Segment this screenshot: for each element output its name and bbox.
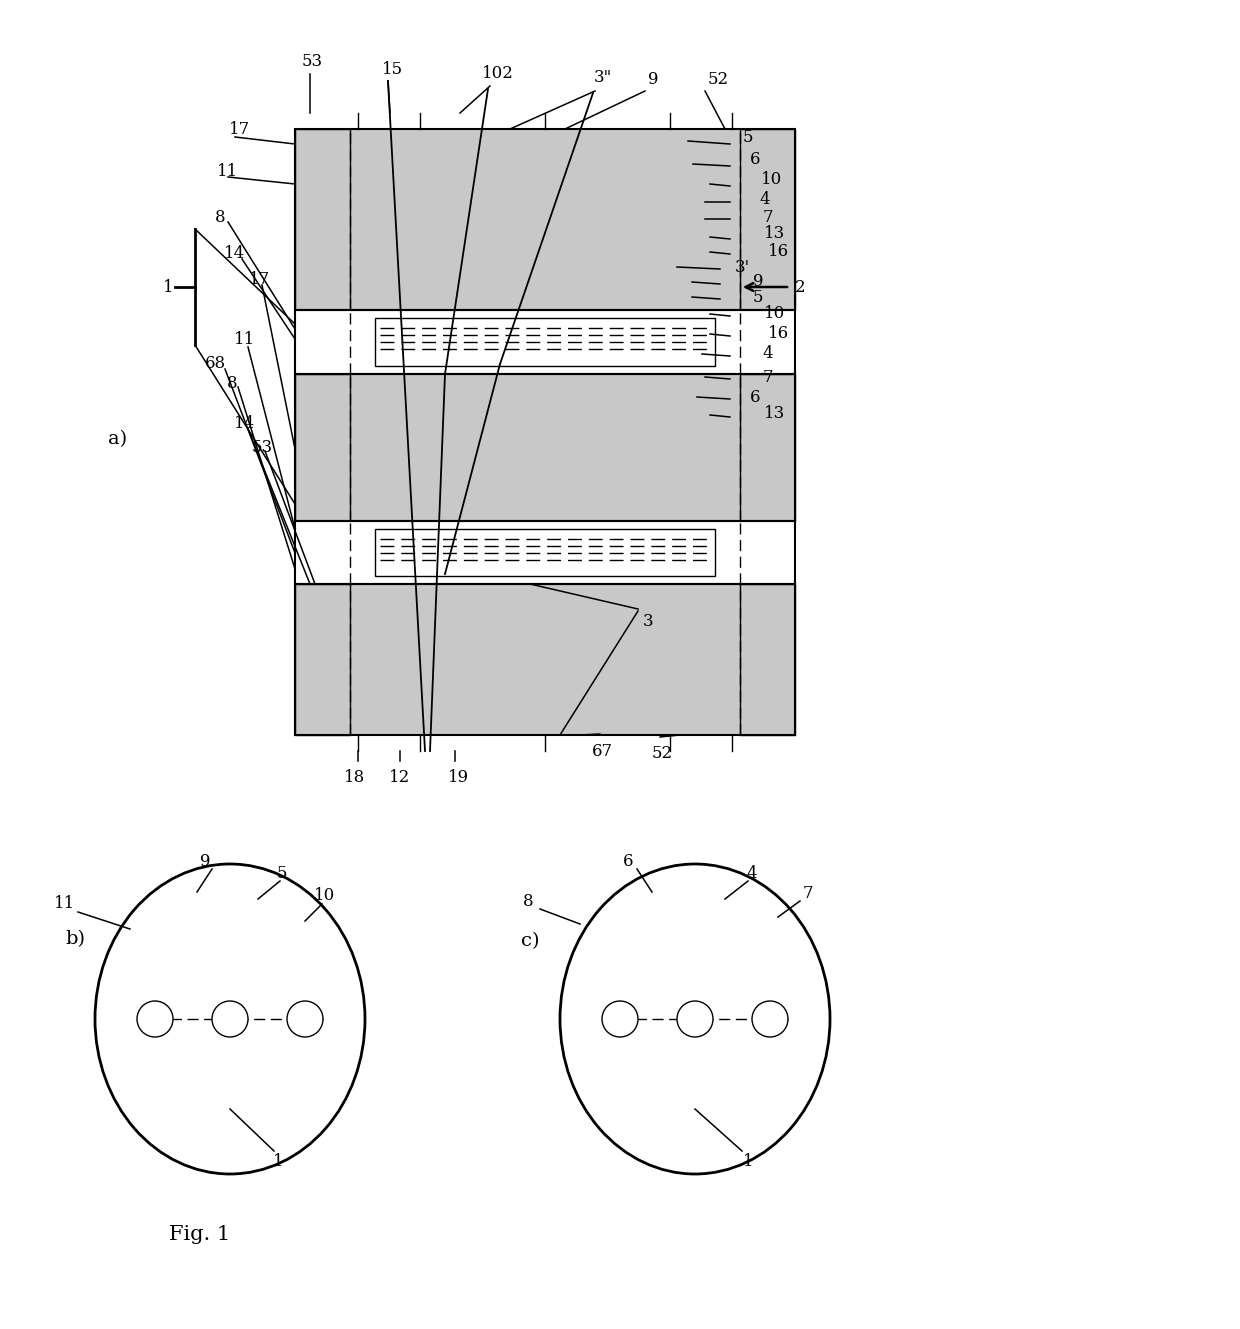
Text: 11: 11 [55,896,76,913]
Bar [295,583,350,735]
Text: 14: 14 [234,416,255,432]
Text: 3': 3' [734,259,749,275]
Text: 13: 13 [764,226,786,242]
Bar [350,583,740,735]
Text: 5: 5 [277,864,288,881]
Circle shape [212,1001,248,1037]
Ellipse shape [95,864,365,1174]
Text: 102: 102 [482,65,513,82]
Text: 1: 1 [743,1152,754,1170]
Text: 14: 14 [224,246,246,263]
Text: 2: 2 [795,279,805,295]
Text: 10: 10 [315,888,336,905]
Text: 12: 12 [389,768,410,785]
Bar [295,129,795,310]
Text: c): c) [521,932,539,950]
Circle shape [751,1001,787,1037]
Text: 10: 10 [761,170,782,187]
Text: 6: 6 [750,388,760,405]
Circle shape [677,1001,713,1037]
Text: 9: 9 [753,272,764,290]
Text: 53: 53 [301,53,322,69]
Text: 7: 7 [763,209,774,226]
Bar [350,129,740,310]
Text: 1: 1 [273,1152,283,1170]
Text: 15: 15 [382,61,403,77]
Text: 17: 17 [249,271,270,287]
Text: 9: 9 [647,70,658,88]
Text: 1: 1 [162,279,174,295]
Text: 11: 11 [217,162,238,179]
Text: 5: 5 [743,129,753,145]
Text: 11: 11 [234,331,255,347]
Text: 6: 6 [622,852,634,869]
Text: 8: 8 [227,376,237,392]
Text: 9: 9 [200,852,211,869]
Text: b): b) [64,930,86,948]
Circle shape [601,1001,639,1037]
Text: 52: 52 [651,746,672,763]
Text: 68: 68 [205,355,226,372]
Text: 16: 16 [768,242,789,259]
Text: 19: 19 [448,768,469,785]
Bar [295,310,795,373]
Circle shape [286,1001,322,1037]
Text: 10: 10 [764,306,786,323]
Text: 18: 18 [345,768,366,785]
Bar [295,373,795,521]
Text: 53: 53 [252,439,273,456]
Bar [295,129,350,310]
Bar [295,373,350,521]
Text: 8: 8 [215,209,226,226]
Text: 13: 13 [764,405,786,423]
Bar [295,521,795,583]
Text: 67: 67 [591,743,613,759]
Circle shape [136,1001,174,1037]
Text: 5: 5 [753,288,764,306]
Text: 4: 4 [746,865,758,882]
Text: 17: 17 [229,121,250,137]
Text: 3: 3 [642,613,653,630]
Bar [295,583,795,735]
Text: 4: 4 [760,190,770,207]
Bar [740,129,795,310]
Text: 16: 16 [768,326,789,343]
Text: 7: 7 [763,368,774,385]
Text: 4: 4 [763,346,774,363]
Bar [740,373,795,521]
Text: 52: 52 [708,70,729,88]
Text: 8: 8 [523,893,533,909]
Bar [374,529,715,577]
Text: 6: 6 [750,150,760,167]
Ellipse shape [560,864,830,1174]
Text: 7: 7 [802,885,813,902]
Text: Fig. 1: Fig. 1 [170,1224,231,1244]
Text: 3": 3" [594,69,613,85]
Bar [740,583,795,735]
Bar [350,373,740,521]
Text: a): a) [108,431,128,448]
Bar [374,318,715,367]
